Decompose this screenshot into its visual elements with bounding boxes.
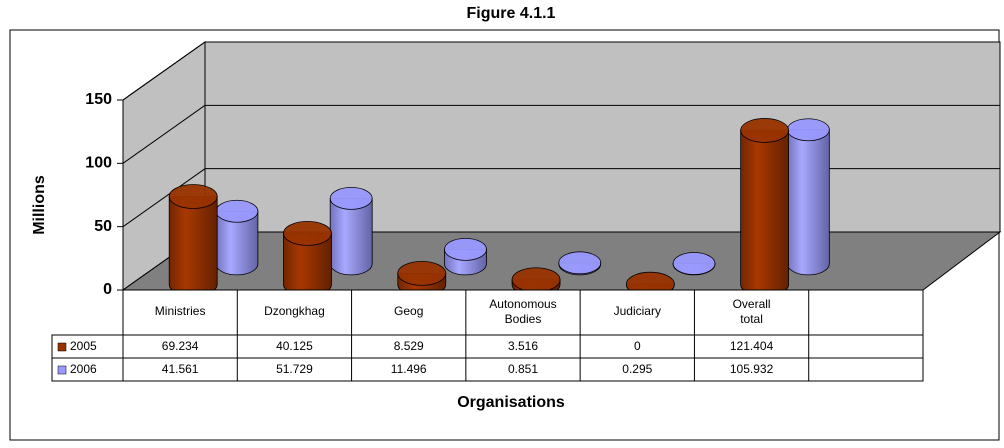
bar xyxy=(168,196,218,297)
cylinder-top xyxy=(786,118,830,142)
cylinder xyxy=(740,118,790,297)
grid-line xyxy=(122,41,206,101)
cylinder-top xyxy=(215,199,259,223)
cylinder-top xyxy=(740,118,790,143)
cylinder xyxy=(283,220,332,297)
data-label: 51.729 xyxy=(276,362,313,376)
y-tick-label: 0 xyxy=(103,281,112,298)
y-tick-label: 150 xyxy=(85,91,112,108)
data-label: 0.295 xyxy=(622,362,652,376)
x-tick-label: Dzongkhag xyxy=(264,304,325,318)
cylinder xyxy=(168,184,218,297)
cylinder-top xyxy=(168,184,218,209)
cylinder xyxy=(786,118,830,276)
cylinder xyxy=(444,237,487,276)
legend-label: 2005 xyxy=(70,339,97,353)
legend-key xyxy=(57,365,67,375)
x-tick-label: Overall total xyxy=(733,297,771,326)
grid-line xyxy=(122,104,206,164)
cylinder-top xyxy=(444,237,487,261)
y-tick-label: 100 xyxy=(85,155,112,172)
cylinder-top xyxy=(558,251,602,275)
data-label: 0.851 xyxy=(508,362,538,376)
data-label: 11.496 xyxy=(391,362,427,376)
data-label: 40.125 xyxy=(276,339,313,353)
data-label: 121.404 xyxy=(730,339,774,353)
cylinder xyxy=(672,252,716,276)
legend-label: 2006 xyxy=(70,362,97,376)
x-tick-label: Autonomous Bodies xyxy=(489,297,556,326)
y-axis-label: Millions xyxy=(31,175,48,235)
cylinder xyxy=(558,251,602,276)
bar xyxy=(329,197,373,276)
cylinder-top xyxy=(511,267,561,293)
cylinder-top xyxy=(329,186,373,210)
x-tick-label: Geog xyxy=(394,304,423,318)
bar xyxy=(786,129,830,276)
legend-key xyxy=(57,342,67,352)
y-tick-label: 50 xyxy=(94,218,112,235)
data-label: 8.529 xyxy=(394,339,424,353)
data-label: 105.932 xyxy=(730,362,774,376)
back-wall xyxy=(204,41,1001,233)
bar xyxy=(740,130,790,297)
data-label: 3.516 xyxy=(508,339,538,353)
grid-line xyxy=(122,168,206,228)
data-label: 0 xyxy=(634,339,641,353)
x-axis-label: Organisations xyxy=(457,394,565,411)
cylinder xyxy=(329,186,373,276)
cylinder-top xyxy=(672,252,716,275)
cylinder-top xyxy=(397,260,447,286)
data-label: 41.561 xyxy=(162,362,199,376)
cylinder-top xyxy=(283,220,332,246)
x-tick-label: Judiciary xyxy=(614,304,661,318)
data-label: 69.234 xyxy=(162,339,199,353)
cylinder xyxy=(215,199,259,276)
x-tick-label: Ministries xyxy=(155,304,206,318)
chart-title: Figure 4.1.1 xyxy=(467,5,556,22)
